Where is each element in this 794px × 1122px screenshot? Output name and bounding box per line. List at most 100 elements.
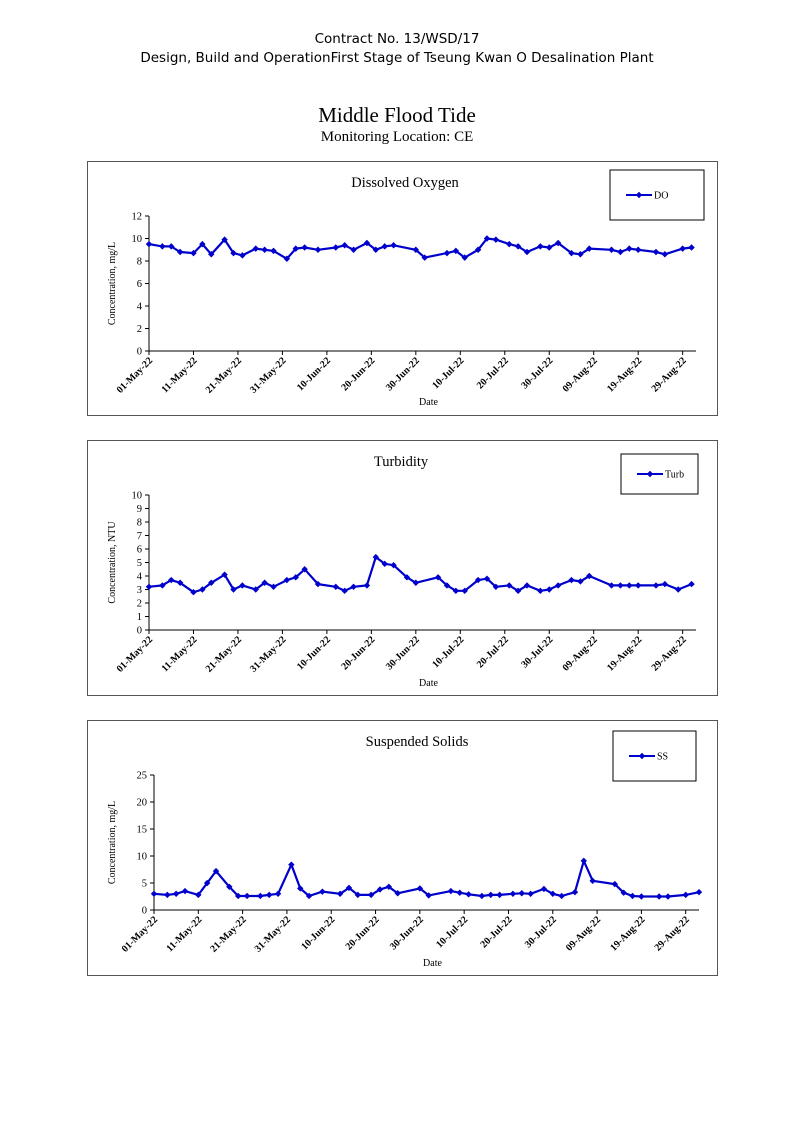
chart-title: Suspended Solids (366, 734, 469, 750)
x-tick-label: 29-Aug-22 (653, 914, 692, 953)
data-point (221, 236, 228, 243)
y-tick-label: 1 (137, 612, 142, 623)
data-point (390, 242, 397, 249)
data-point (688, 580, 695, 588)
data-point (252, 586, 259, 593)
y-tick-label: 20 (137, 798, 148, 809)
page-title: Middle Flood Tide (318, 103, 476, 127)
data-point (580, 857, 587, 865)
data-point (661, 580, 669, 588)
y-tick-label: 0 (142, 906, 147, 917)
data-point (537, 243, 544, 250)
x-tick-label: 30-Jun-22 (388, 914, 426, 952)
data-point (634, 246, 642, 253)
x-tick-label: 29-Aug-22 (650, 634, 689, 673)
data-point (589, 877, 596, 885)
x-tick-label: 01-May-22 (115, 634, 155, 674)
x-axis-label: Date (419, 678, 438, 689)
data-point (176, 248, 184, 256)
y-tick-label: 12 (132, 212, 143, 223)
data-point (394, 890, 401, 897)
x-tick-label: 19-Aug-22 (605, 355, 644, 394)
x-tick-label: 10-Jun-22 (295, 634, 333, 672)
x-tick-label: 10-Jun-22 (299, 914, 337, 952)
data-point (682, 891, 689, 899)
data-point (568, 576, 575, 584)
data-point (679, 245, 686, 252)
data-point (617, 582, 624, 589)
dissolved-oxygen-chart: Dissolved Oxygen 0 2 4 6 8 10 12 01-May-22 11-May… (107, 169, 705, 408)
data-point (506, 240, 513, 248)
legend-swatch-marker (646, 470, 654, 478)
data-point (675, 586, 682, 593)
data-point (195, 891, 202, 899)
x-tick-label: 21-May-22 (204, 634, 244, 674)
data-point (199, 586, 206, 593)
y-tick-label: 6 (137, 279, 142, 290)
data-point (661, 251, 669, 258)
data-point (230, 249, 237, 257)
x-tick-label: 21-May-22 (208, 914, 248, 954)
data-point (319, 888, 326, 895)
x-tick-label: 20-Jul-22 (475, 355, 511, 391)
x-axis-label: Date (419, 397, 438, 408)
y-tick-label: 4 (137, 302, 143, 313)
data-point (540, 885, 548, 893)
data-point (652, 582, 660, 589)
data-point (332, 244, 339, 251)
x-tick-label: 20-Jun-22 (339, 355, 377, 393)
data-point (465, 891, 472, 898)
x-tick-label: 01-May-22 (115, 355, 155, 395)
data-point (412, 579, 420, 586)
legend-label: DO (654, 191, 668, 202)
data-point (634, 582, 642, 589)
data-point (243, 892, 251, 900)
y-tick-label: 3 (137, 585, 142, 596)
data-point (239, 582, 246, 589)
data-point (381, 243, 388, 250)
data-point (199, 240, 206, 248)
data-point (638, 893, 645, 900)
data-point (664, 893, 672, 900)
data-point (655, 893, 663, 900)
data-point (608, 246, 615, 253)
x-axis-label: Date (423, 958, 442, 969)
document-header-project: Design, Build and OperationFirst Stage o… (140, 50, 654, 66)
data-point (586, 572, 593, 580)
x-tick-label: 30-Jul-22 (523, 914, 559, 950)
data-point (252, 245, 259, 252)
x-tick-label: 30-Jun-22 (384, 355, 422, 393)
y-tick-label: 0 (137, 347, 142, 358)
x-tick-label: 19-Aug-22 (605, 634, 644, 673)
y-tick-label: 8 (137, 518, 142, 529)
x-tick-label: 31-May-22 (253, 914, 293, 954)
y-axis-label: Concentration, NTU (107, 521, 118, 604)
x-tick-label: 31-May-22 (248, 634, 288, 674)
legend-swatch-marker (635, 191, 643, 199)
y-tick-label: 6 (137, 545, 142, 556)
x-tick-label: 20-Jul-22 (479, 914, 515, 950)
data-point (608, 582, 615, 589)
data-point (345, 884, 353, 892)
data-point (314, 246, 322, 253)
x-tick-label: 20-Jun-22 (344, 914, 382, 952)
chart-panel-turbidity: Turbidity 0 1 2 3 4 5 6 7 8 9 10 01-May-22 11-May-22 2… (87, 440, 718, 696)
data-point (487, 891, 494, 899)
x-tick-label: 11-May-22 (160, 355, 200, 395)
legend-label: SS (657, 752, 668, 763)
data-point (350, 583, 357, 590)
data-point (456, 889, 463, 896)
data-point (261, 246, 268, 253)
x-tick-label: 30-Jul-22 (519, 355, 555, 391)
y-axis-label: Concentration, mg/L (107, 801, 118, 884)
data-point (301, 244, 308, 251)
data-point (518, 890, 525, 897)
x-tick-label: 10-Jul-22 (430, 355, 466, 391)
data-point (314, 580, 322, 588)
data-point (554, 582, 562, 589)
chart-title: Turbidity (374, 454, 429, 470)
x-tick-label: 10-Jun-22 (295, 355, 333, 393)
y-tick-label: 2 (137, 599, 142, 610)
y-tick-label: 15 (137, 825, 148, 836)
chart-panel-dissolved-oxygen: Dissolved Oxygen 0 2 4 6 8 10 12 01-May-22 11-May… (87, 161, 718, 416)
